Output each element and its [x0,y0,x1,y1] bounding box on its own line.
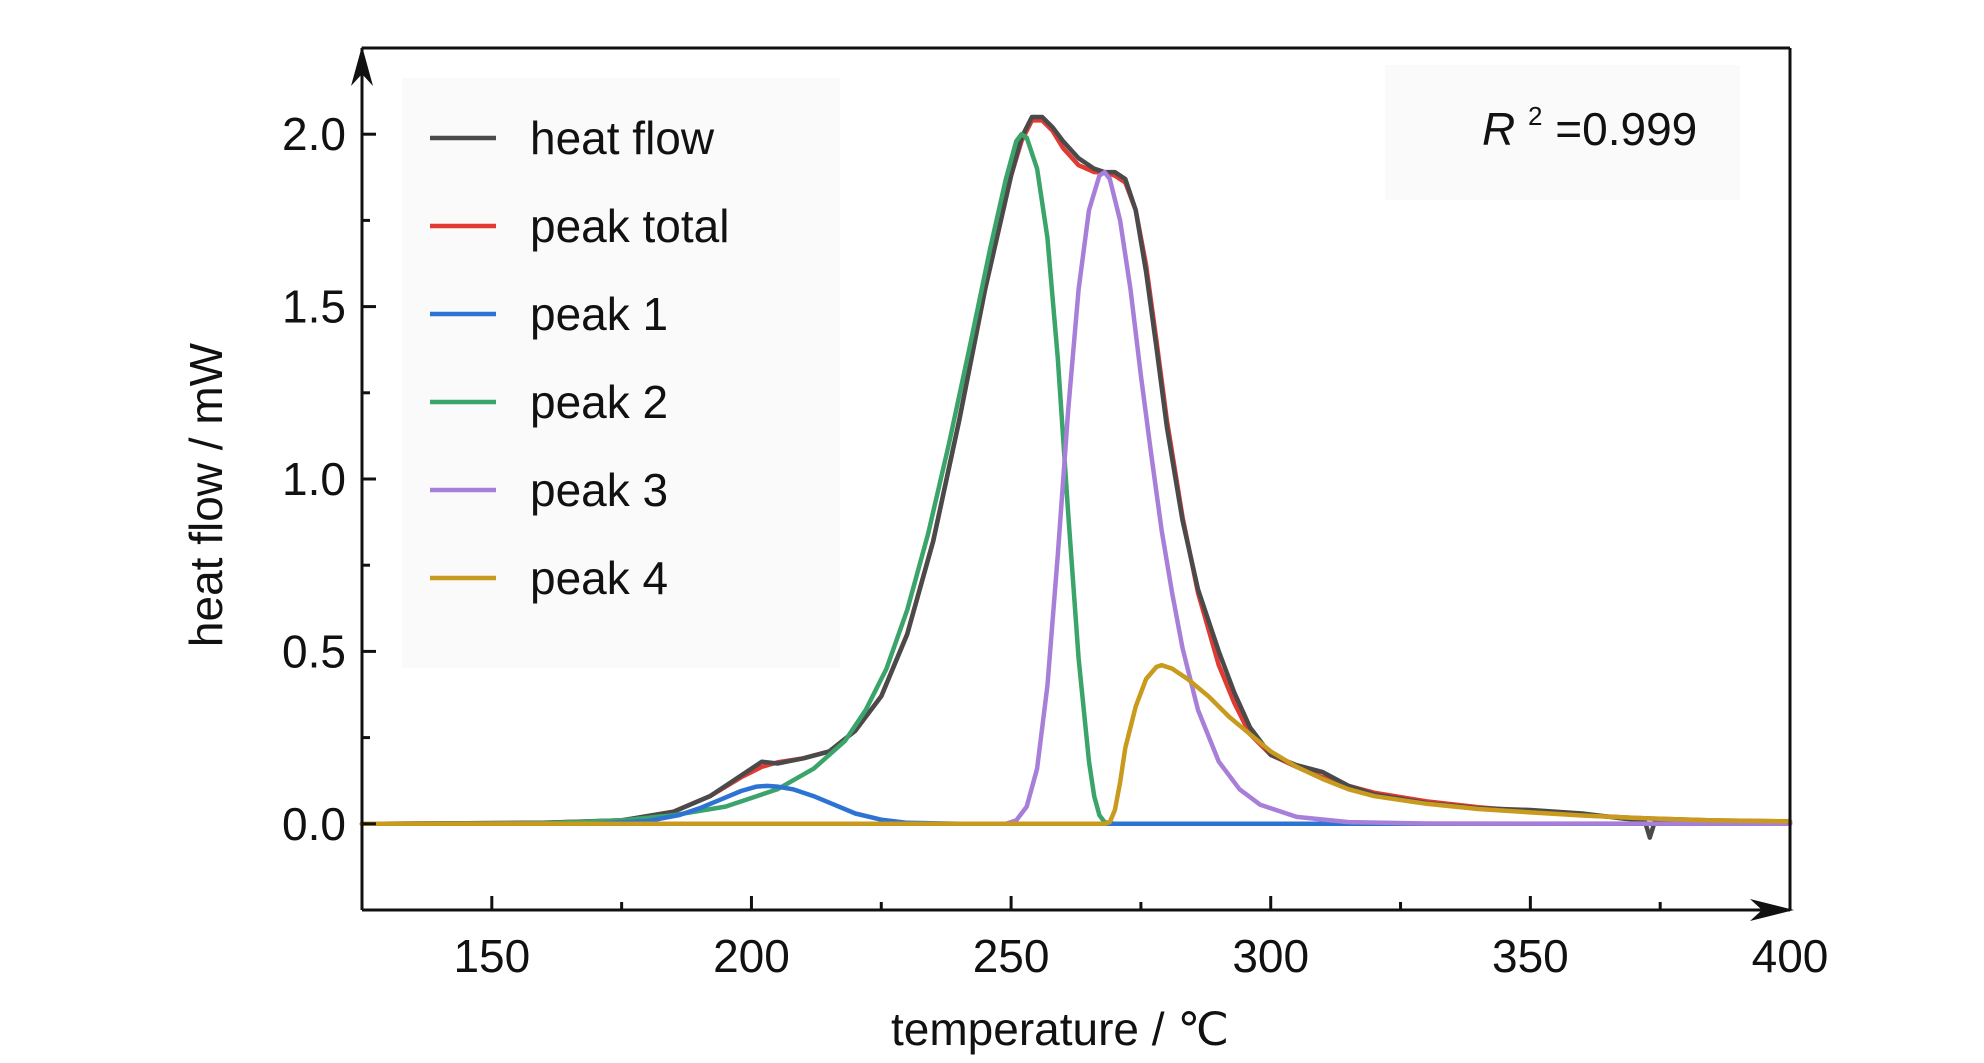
x-axis-title: temperature / ℃ [891,1003,1229,1055]
legend: heat flow peak total peak 1 peak 2 peak 3 pea… [430,112,729,604]
series-line-peak-4 [359,662,1793,827]
r-symbol: R [1482,103,1515,155]
y-tick-label: 2.0 [282,108,346,160]
y-tick-label: 0.0 [282,798,346,850]
x-tick-label: 250 [973,930,1050,982]
r-squared-background [1385,65,1740,200]
legend-box [402,78,840,668]
r-superscript: 2 [1528,101,1542,131]
legend-label-peak-1: peak 1 [530,288,668,340]
x-tick-label: 300 [1232,930,1309,982]
legend-label-peak-4: peak 4 [530,552,668,604]
x-tick-label: 400 [1752,930,1829,982]
y-axis-title: heat flow / mW [180,342,232,647]
legend-background [402,78,840,668]
x-axis-arrow [1750,899,1794,921]
legend-label-peak-3: peak 3 [530,464,668,516]
r-squared-box [1385,65,1740,200]
y-tick-label: 0.5 [282,625,346,677]
legend-label-peak-total: peak total [530,200,729,252]
legend-label-peak-2: peak 2 [530,376,668,428]
ticks: 150 200 250 300 350 400 0.0 0.5 1.0 1.5 2.0 [282,46,1829,982]
r-squared-annotation: R 2 =0.999 [1482,83,1697,155]
series-line-peak-2 [359,131,1793,827]
x-tick-label: 150 [453,930,530,982]
r-value: =0.999 [1555,103,1697,155]
y-tick-label: 1.0 [282,453,346,505]
series-line-peak-1 [359,783,1793,827]
legend-label-heat-flow: heat flow [530,112,715,164]
y-tick-label: 1.5 [282,281,346,333]
x-tick-label: 350 [1492,930,1569,982]
x-tick-label: 200 [713,930,790,982]
y-axis-arrow [351,46,373,86]
series-layer [359,114,1793,840]
series-line-peak-3 [359,169,1793,827]
